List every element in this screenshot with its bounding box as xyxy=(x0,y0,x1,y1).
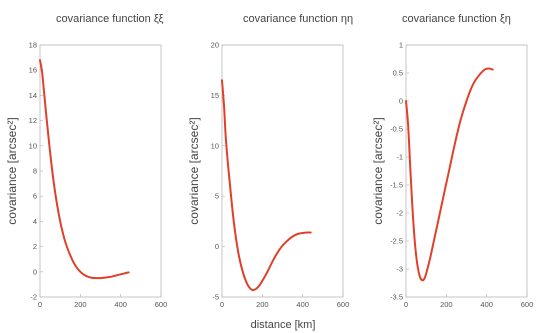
y-tick-label: 14 xyxy=(29,91,37,100)
plot-frame xyxy=(405,44,528,298)
y-tick-label: 10 xyxy=(211,141,219,150)
y-tick-label: -3.5 xyxy=(390,293,403,302)
chart-title: covariance function ηη xyxy=(243,13,353,25)
y-tick-label: 5 xyxy=(215,192,219,201)
y-tick-label: 2 xyxy=(33,242,37,251)
chart-panel-3: covariance function ξη covariance [arcsec… xyxy=(371,13,533,309)
x-tick-label: 0 xyxy=(38,300,42,309)
y-tick-label: -5 xyxy=(212,293,219,302)
y-tick-label: -3 xyxy=(396,265,403,274)
covariance-curve-1 xyxy=(39,59,130,280)
y-tick-label: 4 xyxy=(33,217,37,226)
covariance-curve-1 xyxy=(405,67,494,282)
chart-title: covariance function ξξ xyxy=(56,13,163,25)
x-tick-label: 400 xyxy=(114,300,127,309)
plot-frame xyxy=(221,44,344,298)
chart-panel-2: covariance function ηη covariance [arcsec… xyxy=(187,13,353,309)
y-tick-label: 0 xyxy=(33,267,37,276)
y-tick-label: 20 xyxy=(211,41,219,50)
y-tick-label: 18 xyxy=(29,41,37,50)
y-tick-label: -2 xyxy=(396,209,403,218)
y-tick-label: 0.5 xyxy=(393,69,403,78)
x-tick-label: 600 xyxy=(155,300,168,309)
y-tick-label: -0.5 xyxy=(390,125,403,134)
y-tick-label: -2 xyxy=(30,293,37,302)
x-tick-label: 600 xyxy=(337,300,350,309)
y-tick-label: 16 xyxy=(29,66,37,75)
plot-frame xyxy=(39,44,162,298)
y-tick-label: 6 xyxy=(33,192,37,201)
x-tick-label: 400 xyxy=(296,300,309,309)
x-tick-label: 200 xyxy=(256,300,269,309)
y-tick-label: 10 xyxy=(29,141,37,150)
figure-xlabel: distance [km] xyxy=(251,319,316,331)
y-tick-label: -1 xyxy=(396,153,403,162)
y-tick-label: -2.5 xyxy=(390,237,403,246)
y-axis-label: covariance [arcsec²] xyxy=(5,117,19,224)
y-tick-label: 0 xyxy=(215,242,219,251)
y-axis-label: covariance [arcsec²] xyxy=(187,117,201,224)
y-tick-label: 12 xyxy=(29,116,37,125)
y-tick-label: -1.5 xyxy=(390,181,403,190)
x-tick-label: 400 xyxy=(480,300,493,309)
x-tick-label: 0 xyxy=(220,300,224,309)
covariance-curve-1 xyxy=(221,79,312,292)
x-tick-label: 200 xyxy=(74,300,87,309)
y-tick-label: 15 xyxy=(211,91,219,100)
y-tick-label: 1 xyxy=(399,41,403,50)
figure-xlabel-group: distance [km] xyxy=(251,319,316,331)
x-tick-label: 600 xyxy=(521,300,534,309)
y-axis-label: covariance [arcsec²] xyxy=(371,117,385,224)
y-tick-label: 8 xyxy=(33,167,37,176)
chart-title: covariance function ξη xyxy=(402,13,511,25)
chart-panel-1: covariance function ξξ covariance [arcsec… xyxy=(5,13,167,309)
y-tick-label: 0 xyxy=(399,97,403,106)
x-tick-label: 200 xyxy=(440,300,453,309)
x-tick-label: 0 xyxy=(404,300,408,309)
